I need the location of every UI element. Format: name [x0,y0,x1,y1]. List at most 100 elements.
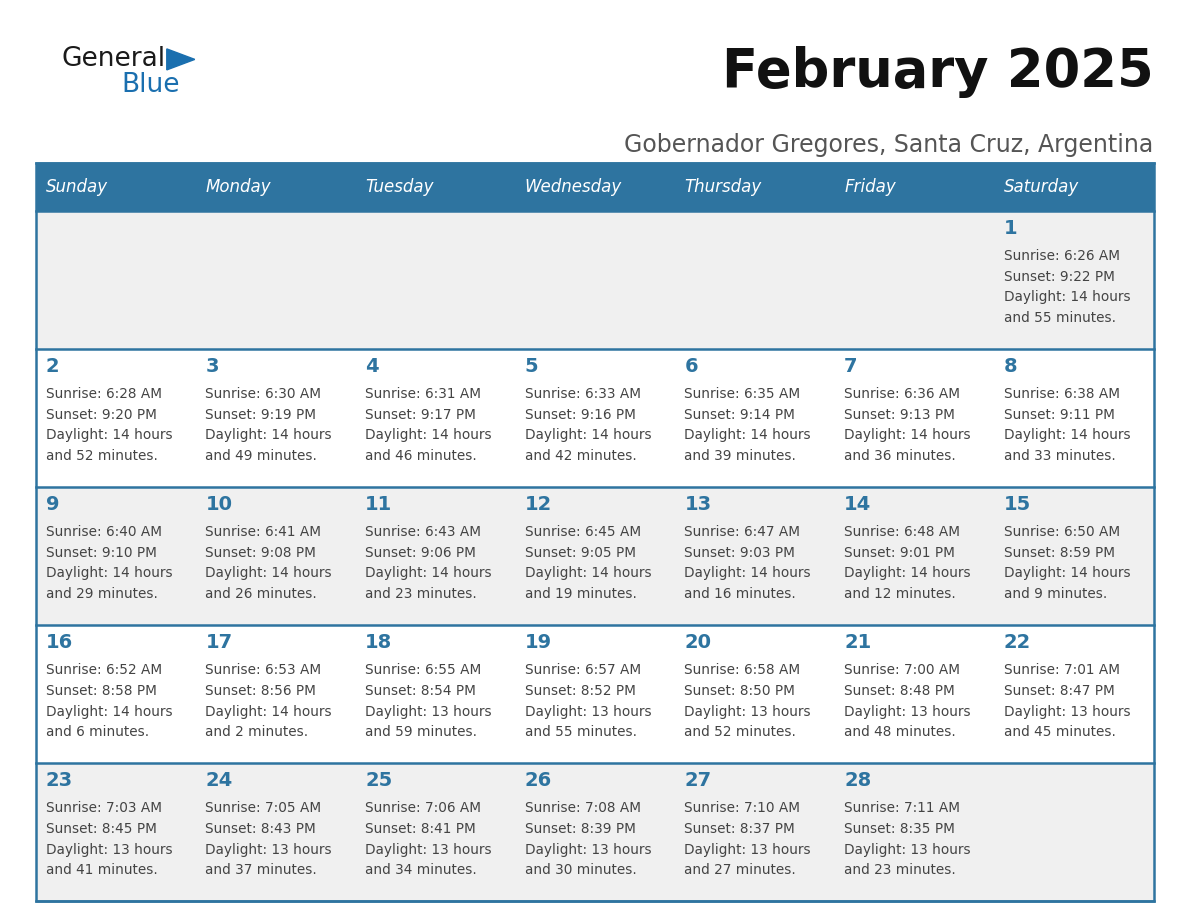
Bar [514,764,675,901]
Text: 26: 26 [525,771,552,790]
Text: 7: 7 [845,357,858,376]
Text: Monday: Monday [206,178,271,196]
Text: 17: 17 [206,633,233,653]
Text: Sunrise: 6:33 AM
Sunset: 9:16 PM
Daylight: 14 hours
and 42 minutes.: Sunrise: 6:33 AM Sunset: 9:16 PM Dayligh… [525,387,651,463]
Text: Sunrise: 7:06 AM
Sunset: 8:41 PM
Daylight: 13 hours
and 34 minutes.: Sunrise: 7:06 AM Sunset: 8:41 PM Dayligh… [365,801,492,878]
Text: Sunrise: 6:40 AM
Sunset: 9:10 PM
Daylight: 14 hours
and 29 minutes.: Sunrise: 6:40 AM Sunset: 9:10 PM Dayligh… [45,525,172,601]
Bar [355,487,514,625]
Bar [195,764,355,901]
Bar [195,211,355,349]
Bar [355,211,514,349]
Text: Sunrise: 7:00 AM
Sunset: 8:48 PM
Daylight: 13 hours
and 48 minutes.: Sunrise: 7:00 AM Sunset: 8:48 PM Dayligh… [845,664,971,739]
Text: Sunrise: 6:26 AM
Sunset: 9:22 PM
Daylight: 14 hours
and 55 minutes.: Sunrise: 6:26 AM Sunset: 9:22 PM Dayligh… [1004,249,1131,325]
Text: 16: 16 [45,633,72,653]
Text: 20: 20 [684,633,712,653]
Text: 28: 28 [845,771,871,790]
Bar [994,349,1154,487]
Text: Sunrise: 7:11 AM
Sunset: 8:35 PM
Daylight: 13 hours
and 23 minutes.: Sunrise: 7:11 AM Sunset: 8:35 PM Dayligh… [845,801,971,878]
Text: Sunrise: 6:31 AM
Sunset: 9:17 PM
Daylight: 14 hours
and 46 minutes.: Sunrise: 6:31 AM Sunset: 9:17 PM Dayligh… [365,387,492,463]
Text: Sunrise: 6:58 AM
Sunset: 8:50 PM
Daylight: 13 hours
and 52 minutes.: Sunrise: 6:58 AM Sunset: 8:50 PM Dayligh… [684,664,811,739]
Text: Sunrise: 6:28 AM
Sunset: 9:20 PM
Daylight: 14 hours
and 52 minutes.: Sunrise: 6:28 AM Sunset: 9:20 PM Dayligh… [45,387,172,463]
Text: 6: 6 [684,357,699,376]
Text: 13: 13 [684,496,712,514]
Bar [195,487,355,625]
Bar [36,764,195,901]
Text: Sunrise: 6:47 AM
Sunset: 9:03 PM
Daylight: 14 hours
and 16 minutes.: Sunrise: 6:47 AM Sunset: 9:03 PM Dayligh… [684,525,811,601]
Text: Saturday: Saturday [1004,178,1079,196]
Text: Sunrise: 7:08 AM
Sunset: 8:39 PM
Daylight: 13 hours
and 30 minutes.: Sunrise: 7:08 AM Sunset: 8:39 PM Dayligh… [525,801,651,878]
Text: 22: 22 [1004,633,1031,653]
Bar [514,163,675,211]
Text: Sunrise: 6:38 AM
Sunset: 9:11 PM
Daylight: 14 hours
and 33 minutes.: Sunrise: 6:38 AM Sunset: 9:11 PM Dayligh… [1004,387,1131,463]
Text: Sunrise: 6:36 AM
Sunset: 9:13 PM
Daylight: 14 hours
and 36 minutes.: Sunrise: 6:36 AM Sunset: 9:13 PM Dayligh… [845,387,971,463]
Text: Sunrise: 7:05 AM
Sunset: 8:43 PM
Daylight: 13 hours
and 37 minutes.: Sunrise: 7:05 AM Sunset: 8:43 PM Dayligh… [206,801,331,878]
Text: 11: 11 [365,496,392,514]
Text: Tuesday: Tuesday [365,178,434,196]
Text: Thursday: Thursday [684,178,762,196]
Text: 5: 5 [525,357,538,376]
Text: February 2025: February 2025 [722,46,1154,98]
Bar [994,487,1154,625]
Bar [514,625,675,764]
Text: 24: 24 [206,771,233,790]
Bar [36,211,195,349]
Text: 27: 27 [684,771,712,790]
Text: 15: 15 [1004,496,1031,514]
Text: Gobernador Gregores, Santa Cruz, Argentina: Gobernador Gregores, Santa Cruz, Argenti… [625,133,1154,157]
Text: 10: 10 [206,496,233,514]
Text: Sunrise: 7:10 AM
Sunset: 8:37 PM
Daylight: 13 hours
and 27 minutes.: Sunrise: 7:10 AM Sunset: 8:37 PM Dayligh… [684,801,811,878]
Text: 1: 1 [1004,219,1017,238]
Bar [36,163,195,211]
Polygon shape [166,49,195,70]
Bar [36,487,195,625]
Bar [834,487,994,625]
Text: Sunrise: 6:57 AM
Sunset: 8:52 PM
Daylight: 13 hours
and 55 minutes.: Sunrise: 6:57 AM Sunset: 8:52 PM Dayligh… [525,664,651,739]
Text: 18: 18 [365,633,392,653]
Bar [355,163,514,211]
Text: Sunrise: 6:35 AM
Sunset: 9:14 PM
Daylight: 14 hours
and 39 minutes.: Sunrise: 6:35 AM Sunset: 9:14 PM Dayligh… [684,387,811,463]
Text: Sunrise: 6:43 AM
Sunset: 9:06 PM
Daylight: 14 hours
and 23 minutes.: Sunrise: 6:43 AM Sunset: 9:06 PM Dayligh… [365,525,492,601]
Bar [994,163,1154,211]
Text: General: General [62,46,166,72]
Text: Blue: Blue [122,72,181,98]
Bar [675,349,834,487]
Bar [355,349,514,487]
Text: 14: 14 [845,496,871,514]
Text: Friday: Friday [845,178,896,196]
Bar [675,487,834,625]
Bar [36,349,195,487]
Bar [514,349,675,487]
Text: Sunrise: 6:55 AM
Sunset: 8:54 PM
Daylight: 13 hours
and 59 minutes.: Sunrise: 6:55 AM Sunset: 8:54 PM Dayligh… [365,664,492,739]
Text: 4: 4 [365,357,379,376]
Bar [834,625,994,764]
Bar [834,349,994,487]
Bar [355,764,514,901]
Bar [195,349,355,487]
Bar [514,211,675,349]
Bar [355,625,514,764]
Bar [994,764,1154,901]
Text: Sunday: Sunday [45,178,108,196]
Text: Sunrise: 7:01 AM
Sunset: 8:47 PM
Daylight: 13 hours
and 45 minutes.: Sunrise: 7:01 AM Sunset: 8:47 PM Dayligh… [1004,664,1131,739]
Bar [195,163,355,211]
Text: 9: 9 [45,496,59,514]
Bar [36,625,195,764]
Bar [994,211,1154,349]
Bar [195,625,355,764]
Bar [675,764,834,901]
Text: 12: 12 [525,496,552,514]
Text: Sunrise: 6:50 AM
Sunset: 8:59 PM
Daylight: 14 hours
and 9 minutes.: Sunrise: 6:50 AM Sunset: 8:59 PM Dayligh… [1004,525,1131,601]
Bar [514,487,675,625]
Text: Sunrise: 6:48 AM
Sunset: 9:01 PM
Daylight: 14 hours
and 12 minutes.: Sunrise: 6:48 AM Sunset: 9:01 PM Dayligh… [845,525,971,601]
Text: 19: 19 [525,633,552,653]
Text: Sunrise: 6:52 AM
Sunset: 8:58 PM
Daylight: 14 hours
and 6 minutes.: Sunrise: 6:52 AM Sunset: 8:58 PM Dayligh… [45,664,172,739]
Text: 23: 23 [45,771,72,790]
Bar [675,163,834,211]
Text: Sunrise: 6:45 AM
Sunset: 9:05 PM
Daylight: 14 hours
and 19 minutes.: Sunrise: 6:45 AM Sunset: 9:05 PM Dayligh… [525,525,651,601]
Bar [834,211,994,349]
Text: Sunrise: 6:41 AM
Sunset: 9:08 PM
Daylight: 14 hours
and 26 minutes.: Sunrise: 6:41 AM Sunset: 9:08 PM Dayligh… [206,525,331,601]
Bar [834,163,994,211]
Bar [834,764,994,901]
Text: 25: 25 [365,771,392,790]
Text: 3: 3 [206,357,219,376]
